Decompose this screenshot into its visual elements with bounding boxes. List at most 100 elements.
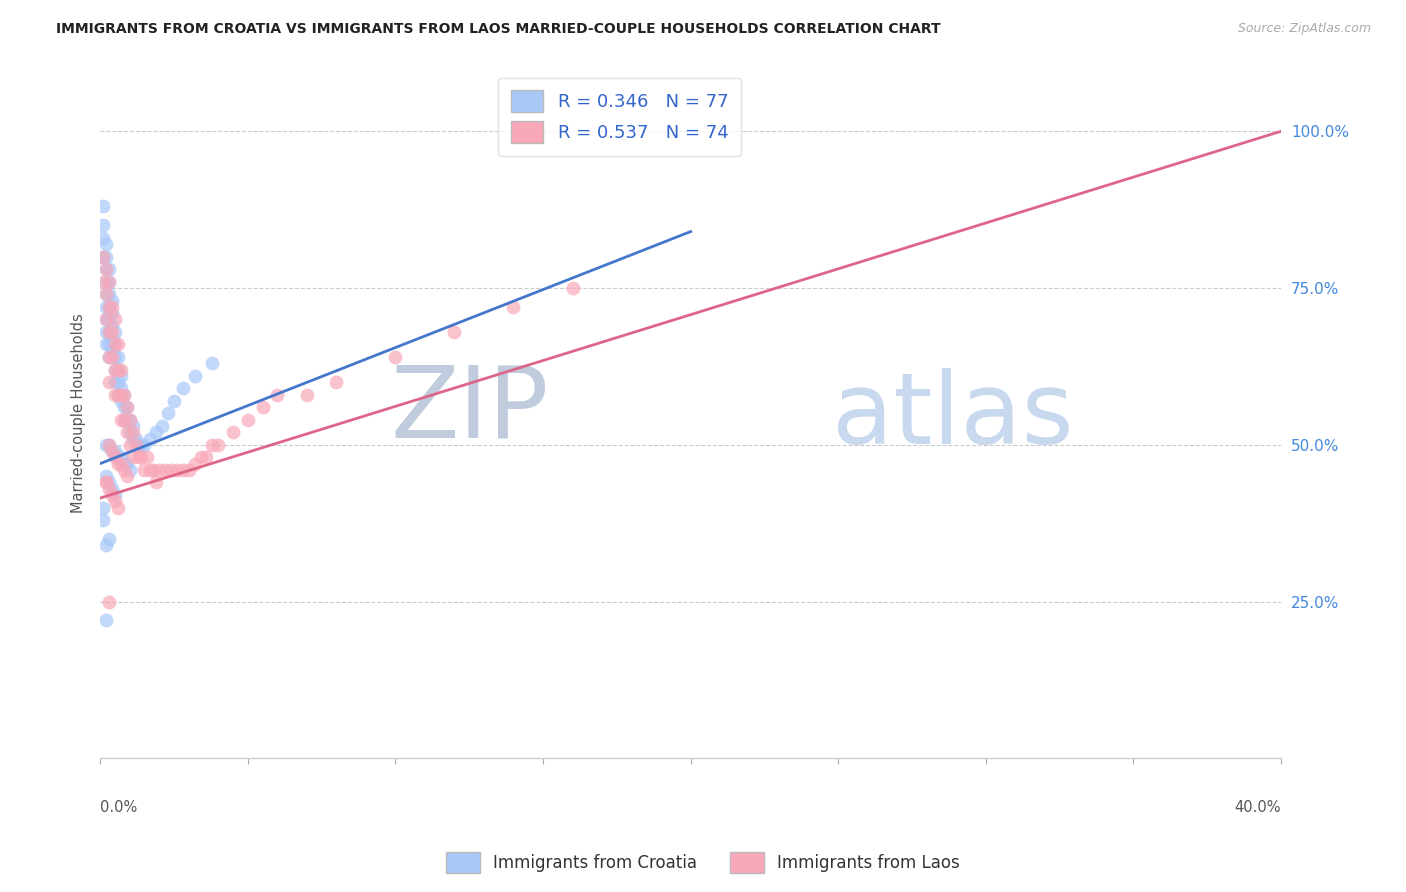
Point [98, 350, 121, 364]
Point [98, 337, 121, 351]
Point [110, 457, 132, 471]
Legend: R = 0.346   N = 77, R = 0.537   N = 74: R = 0.346 N = 77, R = 0.537 N = 74 [498, 78, 741, 156]
Point [98, 262, 121, 277]
Y-axis label: Married-couple Households: Married-couple Households [72, 314, 86, 513]
Point [91, 250, 114, 264]
Point [121, 450, 143, 465]
Point [91, 199, 114, 213]
Point [98, 275, 121, 289]
Point [201, 356, 224, 370]
Point [236, 413, 259, 427]
Point [94, 475, 117, 490]
Point [104, 444, 127, 458]
Point [118, 438, 141, 452]
Point [98, 325, 121, 339]
Point [91, 500, 114, 515]
Point [107, 387, 129, 401]
Point [94, 250, 117, 264]
Point [118, 425, 141, 440]
Point [104, 494, 127, 508]
Point [139, 432, 162, 446]
Point [107, 500, 129, 515]
Point [91, 275, 114, 289]
Point [115, 400, 138, 414]
Point [112, 387, 135, 401]
Point [266, 387, 288, 401]
Point [207, 438, 229, 452]
Point [115, 400, 138, 414]
Point [295, 387, 318, 401]
Point [134, 438, 156, 452]
Point [128, 450, 150, 465]
Point [94, 438, 117, 452]
Point [183, 368, 205, 383]
Point [98, 325, 121, 339]
Point [112, 413, 135, 427]
Text: 40.0%: 40.0% [1234, 800, 1281, 814]
Point [124, 432, 146, 446]
Point [443, 325, 465, 339]
Point [145, 475, 167, 490]
Point [104, 488, 127, 502]
Point [121, 419, 143, 434]
Point [104, 325, 127, 339]
Point [104, 350, 127, 364]
Point [110, 413, 132, 427]
Point [98, 350, 121, 364]
Point [166, 463, 188, 477]
Point [98, 275, 121, 289]
Point [142, 463, 165, 477]
Point [115, 425, 138, 440]
Point [94, 237, 117, 252]
Point [107, 362, 129, 376]
Point [101, 325, 124, 339]
Point [98, 482, 121, 496]
Point [94, 312, 117, 326]
Point [101, 482, 124, 496]
Point [107, 375, 129, 389]
Point [98, 300, 121, 314]
Point [101, 306, 124, 320]
Point [94, 262, 117, 277]
Point [94, 275, 117, 289]
Point [101, 331, 124, 345]
Point [94, 337, 117, 351]
Point [104, 312, 127, 326]
Point [115, 457, 138, 471]
Point [94, 300, 117, 314]
Point [101, 350, 124, 364]
Point [94, 469, 117, 483]
Point [104, 362, 127, 376]
Point [98, 532, 121, 546]
Text: IMMIGRANTS FROM CROATIA VS IMMIGRANTS FROM LAOS MARRIED-COUPLE HOUSEHOLDS CORREL: IMMIGRANTS FROM CROATIA VS IMMIGRANTS FR… [56, 22, 941, 37]
Point [94, 475, 117, 490]
Point [112, 387, 135, 401]
Legend: Immigrants from Croatia, Immigrants from Laos: Immigrants from Croatia, Immigrants from… [440, 846, 966, 880]
Point [94, 538, 117, 552]
Point [91, 231, 114, 245]
Point [150, 419, 173, 434]
Point [112, 400, 135, 414]
Point [110, 362, 132, 376]
Point [104, 387, 127, 401]
Point [201, 438, 224, 452]
Point [94, 287, 117, 301]
Point [110, 387, 132, 401]
Point [502, 300, 524, 314]
Point [104, 375, 127, 389]
Point [131, 450, 153, 465]
Point [104, 362, 127, 376]
Point [124, 438, 146, 452]
Point [190, 450, 212, 465]
Point [115, 469, 138, 483]
Point [101, 444, 124, 458]
Point [94, 325, 117, 339]
Point [172, 381, 194, 395]
Point [107, 362, 129, 376]
Point [195, 450, 218, 465]
Point [222, 425, 245, 440]
Point [148, 463, 170, 477]
Text: Source: ZipAtlas.com: Source: ZipAtlas.com [1237, 22, 1371, 36]
Point [139, 463, 162, 477]
Point [98, 438, 121, 452]
